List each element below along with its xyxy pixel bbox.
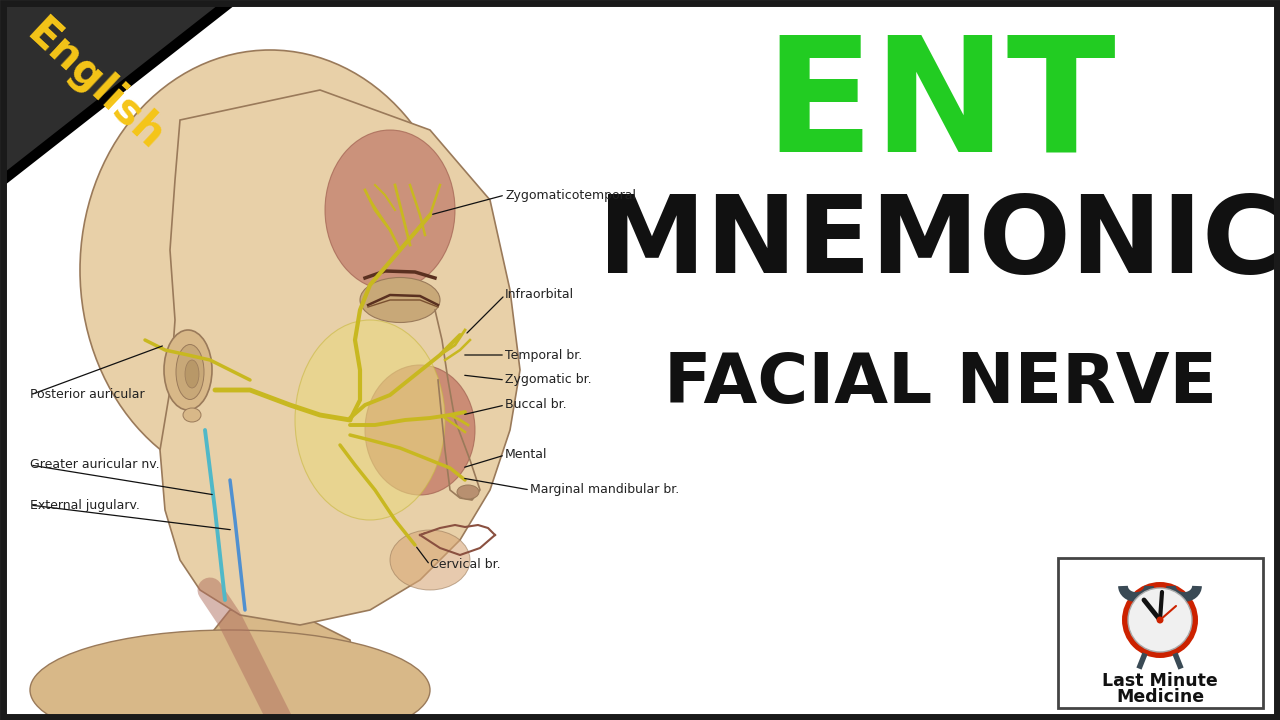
Text: Cervical br.: Cervical br. — [430, 559, 500, 572]
Ellipse shape — [360, 277, 440, 323]
Text: Posterior auricular: Posterior auricular — [29, 389, 145, 402]
Text: Temporal br.: Temporal br. — [506, 348, 582, 361]
Ellipse shape — [177, 344, 204, 400]
FancyBboxPatch shape — [1059, 558, 1263, 708]
Ellipse shape — [294, 320, 445, 520]
Circle shape — [1123, 582, 1198, 658]
Ellipse shape — [79, 50, 460, 490]
Ellipse shape — [325, 130, 454, 290]
Text: Zygomaticotemporal: Zygomaticotemporal — [506, 189, 636, 202]
Ellipse shape — [183, 408, 201, 422]
Circle shape — [1128, 588, 1192, 652]
Text: English: English — [18, 12, 172, 158]
Text: Last Minute: Last Minute — [1102, 672, 1217, 690]
Circle shape — [1157, 616, 1164, 624]
Ellipse shape — [29, 630, 430, 720]
Ellipse shape — [186, 360, 198, 388]
Polygon shape — [5, 5, 218, 172]
Text: Medicine: Medicine — [1116, 688, 1204, 706]
Text: Infraorbital: Infraorbital — [506, 289, 575, 302]
Text: Buccal br.: Buccal br. — [506, 398, 567, 412]
Ellipse shape — [164, 330, 212, 410]
Ellipse shape — [365, 365, 475, 495]
Text: Zygomatic br.: Zygomatic br. — [506, 374, 591, 387]
Polygon shape — [5, 5, 236, 185]
Ellipse shape — [390, 530, 470, 590]
Ellipse shape — [457, 485, 479, 499]
Text: Mental: Mental — [506, 449, 548, 462]
Text: Marginal mandibular br.: Marginal mandibular br. — [530, 484, 680, 497]
Text: MNEMONIC: MNEMONIC — [598, 190, 1280, 296]
Text: Greater auricular nv.: Greater auricular nv. — [29, 459, 160, 472]
Text: FACIAL NERVE: FACIAL NERVE — [663, 350, 1216, 417]
Text: ENT: ENT — [764, 30, 1116, 185]
Text: External jugularv.: External jugularv. — [29, 498, 140, 511]
Polygon shape — [160, 90, 520, 625]
Polygon shape — [195, 610, 360, 700]
